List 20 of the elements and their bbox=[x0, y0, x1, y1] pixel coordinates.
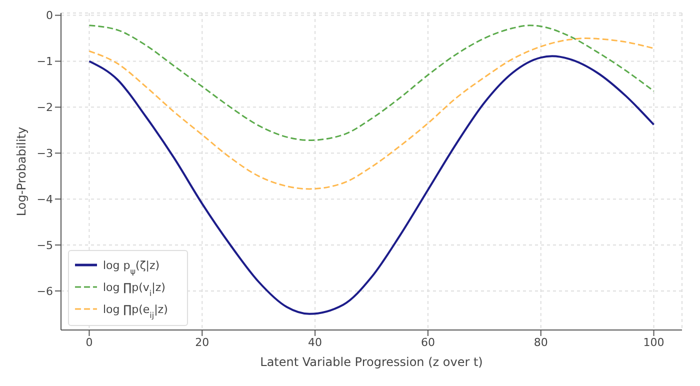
x-tick-label: 20 bbox=[195, 336, 210, 349]
line-series bbox=[88, 24, 655, 142]
y-tick-label: −5 bbox=[36, 238, 53, 252]
y-tick-label: −2 bbox=[36, 101, 53, 114]
line-series bbox=[88, 38, 655, 190]
y-tick-label: −1 bbox=[36, 55, 53, 68]
x-axis-title: Latent Variable Progression (z over t) bbox=[260, 355, 483, 369]
x-tick-label: 80 bbox=[534, 336, 548, 349]
y-tick-label: −6 bbox=[36, 284, 53, 298]
legend-label: log p$_{ψ}$(ζ|z) bbox=[103, 259, 160, 276]
x-tick-label: 60 bbox=[420, 336, 435, 349]
legend-label: log ∏p(e$_{ij}$|z) bbox=[103, 303, 168, 320]
y-tick-label: 0 bbox=[46, 9, 53, 22]
x-tick-label: 0 bbox=[86, 336, 93, 349]
y-axis-title: Log-Probability bbox=[14, 126, 28, 216]
x-tick-label: 100 bbox=[643, 336, 664, 349]
legend-label: log ∏p(v$_{i}$|z) bbox=[103, 281, 166, 298]
x-tick-label: 40 bbox=[308, 336, 322, 349]
y-tick-label: −3 bbox=[36, 147, 53, 160]
y-tick-label: −4 bbox=[36, 192, 53, 206]
